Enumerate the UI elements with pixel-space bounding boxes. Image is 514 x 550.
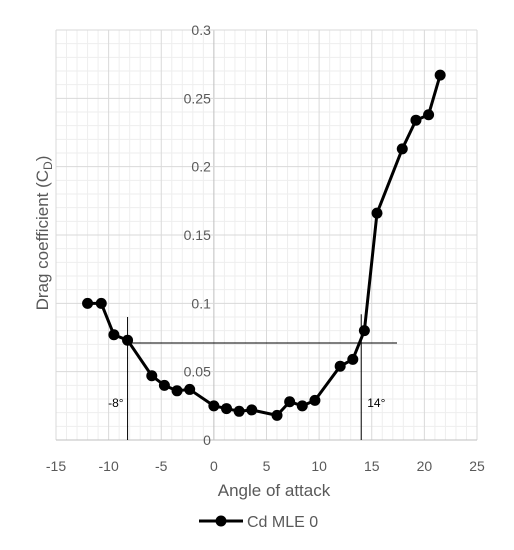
data-point xyxy=(146,370,158,382)
y-tick-label: 0.2 xyxy=(191,159,211,175)
data-point xyxy=(347,353,359,365)
x-tick-label: 10 xyxy=(311,458,327,474)
x-axis-tick-labels: -15 -10 -5 0 5 10 15 20 25 xyxy=(46,458,485,474)
data-point xyxy=(410,114,422,126)
y-axis-title: Drag coefficient (CD) xyxy=(33,156,55,311)
x-tick-label: -5 xyxy=(155,458,168,474)
x-tick-label: 0 xyxy=(210,458,218,474)
x-tick-label: 20 xyxy=(417,458,433,474)
y-tick-label: 0.15 xyxy=(184,227,211,243)
data-point xyxy=(246,404,258,416)
series-layer xyxy=(82,69,446,421)
data-point xyxy=(371,207,383,219)
y-axis-title-main: Drag coefficient (C xyxy=(33,170,52,310)
x-axis-title: Angle of attack xyxy=(218,481,331,500)
data-point xyxy=(171,385,183,397)
legend-marker xyxy=(215,515,227,527)
data-point xyxy=(296,400,308,412)
data-point xyxy=(221,403,233,415)
x-tick-label: 25 xyxy=(469,458,485,474)
y-tick-label: 0 xyxy=(203,432,211,448)
data-point xyxy=(158,379,170,391)
major-gridlines xyxy=(55,29,478,441)
data-point xyxy=(434,69,446,81)
data-point xyxy=(108,329,120,341)
reference-line-label: -8° xyxy=(108,396,124,410)
data-point xyxy=(358,325,370,337)
data-point xyxy=(95,297,107,309)
y-tick-label: 0.3 xyxy=(191,22,211,38)
y-tick-label: 0.05 xyxy=(184,364,211,380)
data-point xyxy=(423,109,435,121)
reference-line-label: 14° xyxy=(367,396,385,410)
y-tick-label: 0.1 xyxy=(191,295,211,311)
data-point xyxy=(396,143,408,155)
y-axis-tick-labels: 0 0.05 0.1 0.15 0.2 0.25 0.3 xyxy=(184,22,211,448)
y-tick-label: 0.25 xyxy=(184,90,211,106)
data-point xyxy=(82,297,94,309)
reference-lines: -8° 14° xyxy=(108,314,398,440)
x-tick-label: -10 xyxy=(99,458,119,474)
data-point xyxy=(271,409,283,421)
legend-label: Cd MLE 0 xyxy=(247,514,318,531)
data-point xyxy=(122,334,134,346)
series-line xyxy=(87,74,442,417)
data-point xyxy=(334,360,346,372)
x-tick-label: 5 xyxy=(263,458,271,474)
y-axis-title-subscript: D xyxy=(41,161,55,170)
data-point xyxy=(184,383,196,395)
data-point xyxy=(309,394,321,406)
data-point xyxy=(233,405,245,417)
y-axis-title-close: ) xyxy=(33,156,52,162)
data-point xyxy=(284,396,296,408)
x-tick-label: -15 xyxy=(46,458,66,474)
legend: Cd MLE 0 xyxy=(199,514,318,531)
data-point xyxy=(208,400,220,412)
x-tick-label: 15 xyxy=(364,458,380,474)
